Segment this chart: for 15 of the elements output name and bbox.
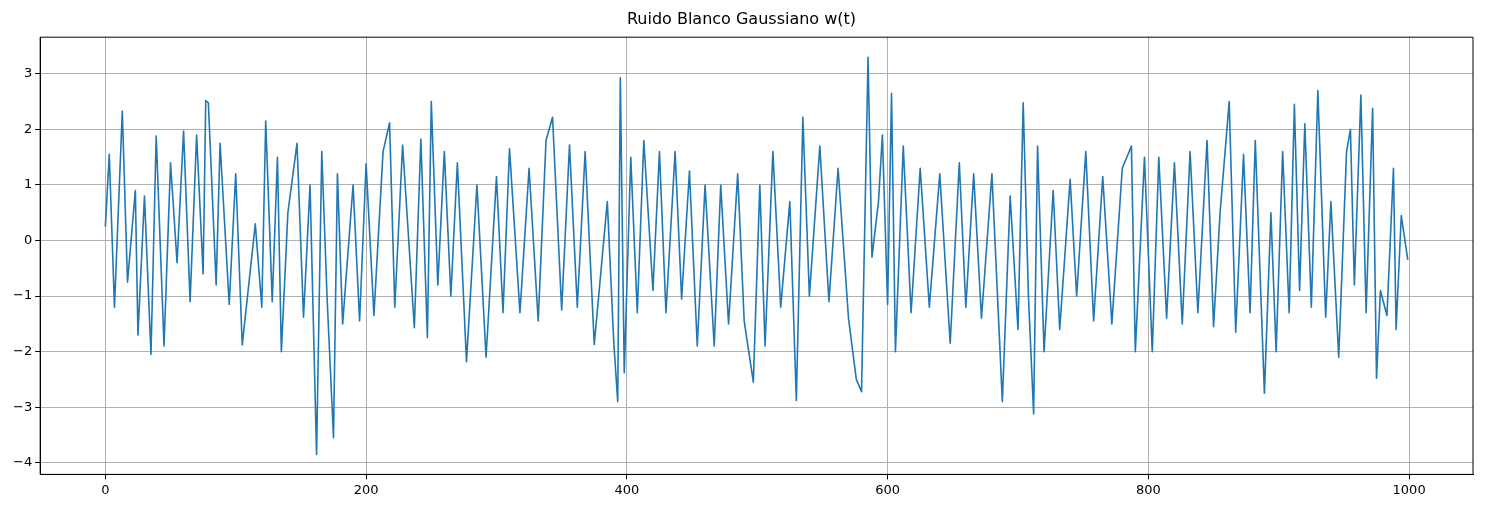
y-tick-label: −1 — [12, 287, 33, 303]
x-tick-label: 800 — [1135, 481, 1161, 497]
y-tick-label: 3 — [23, 65, 33, 81]
x-tick-label: 0 — [101, 481, 110, 497]
y-tick-label: 2 — [23, 120, 33, 136]
x-tick-label: 1000 — [1392, 481, 1426, 497]
y-tick-label: −3 — [12, 398, 33, 414]
x-tick-label: 400 — [614, 481, 640, 497]
y-tick-label: −4 — [12, 454, 33, 470]
y-tick-label: −2 — [12, 343, 33, 358]
x-tick-label: 600 — [875, 481, 901, 497]
chart-title: Ruido Blanco Gaussiano w(t) — [626, 8, 857, 28]
y-tick-label: 1 — [23, 176, 33, 192]
x-tick-label: 200 — [353, 481, 379, 497]
y-tick-label: 0 — [23, 231, 33, 247]
